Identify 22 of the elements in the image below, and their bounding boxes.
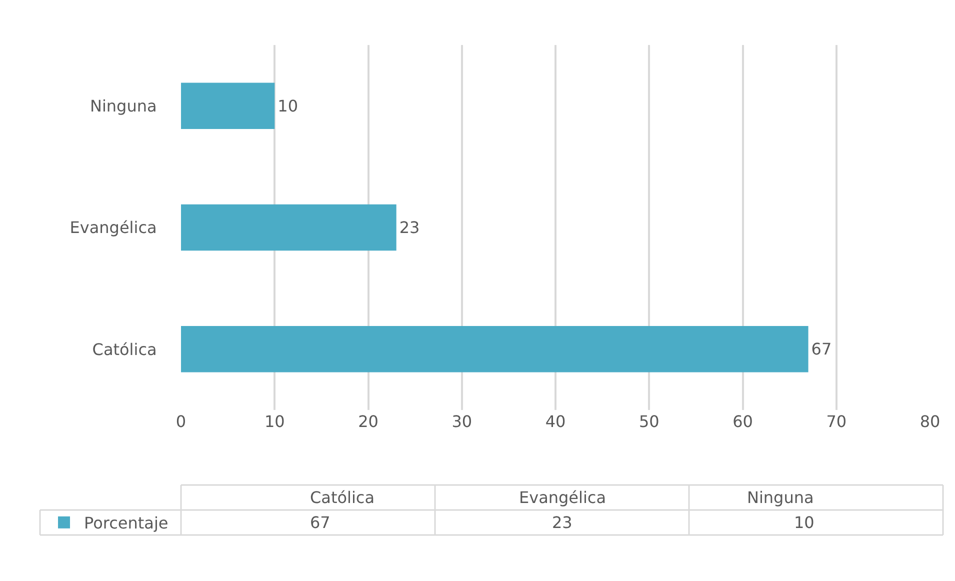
- x-tick-label: 20: [358, 412, 378, 431]
- x-tick-label: 0: [176, 412, 186, 431]
- legend-label: Porcentaje: [84, 514, 168, 533]
- text: 23: [552, 513, 572, 532]
- x-tick-label: 80: [920, 412, 940, 431]
- category-label: Ninguna: [747, 488, 814, 507]
- category-label: Evangélica: [519, 488, 606, 507]
- x-tick-label: 40: [545, 412, 566, 431]
- data-label: 67: [811, 340, 832, 359]
- text: 67: [310, 513, 330, 532]
- text: 10: [794, 513, 814, 532]
- x-tick-label: 60: [732, 412, 753, 431]
- y-tick-label: Católica: [92, 340, 157, 359]
- x-tick-label: 30: [452, 412, 472, 431]
- x-tick-label: 50: [638, 412, 660, 431]
- data-label: 23: [399, 218, 420, 237]
- y-tick-label: Evangélica: [70, 218, 157, 238]
- category-label: Católica: [310, 488, 375, 507]
- data-label: 10: [278, 96, 298, 116]
- x-tick-label: 10: [264, 412, 285, 431]
- x-tick-label: 70: [826, 412, 847, 431]
- y-tick-label: Ninguna: [90, 96, 157, 116]
